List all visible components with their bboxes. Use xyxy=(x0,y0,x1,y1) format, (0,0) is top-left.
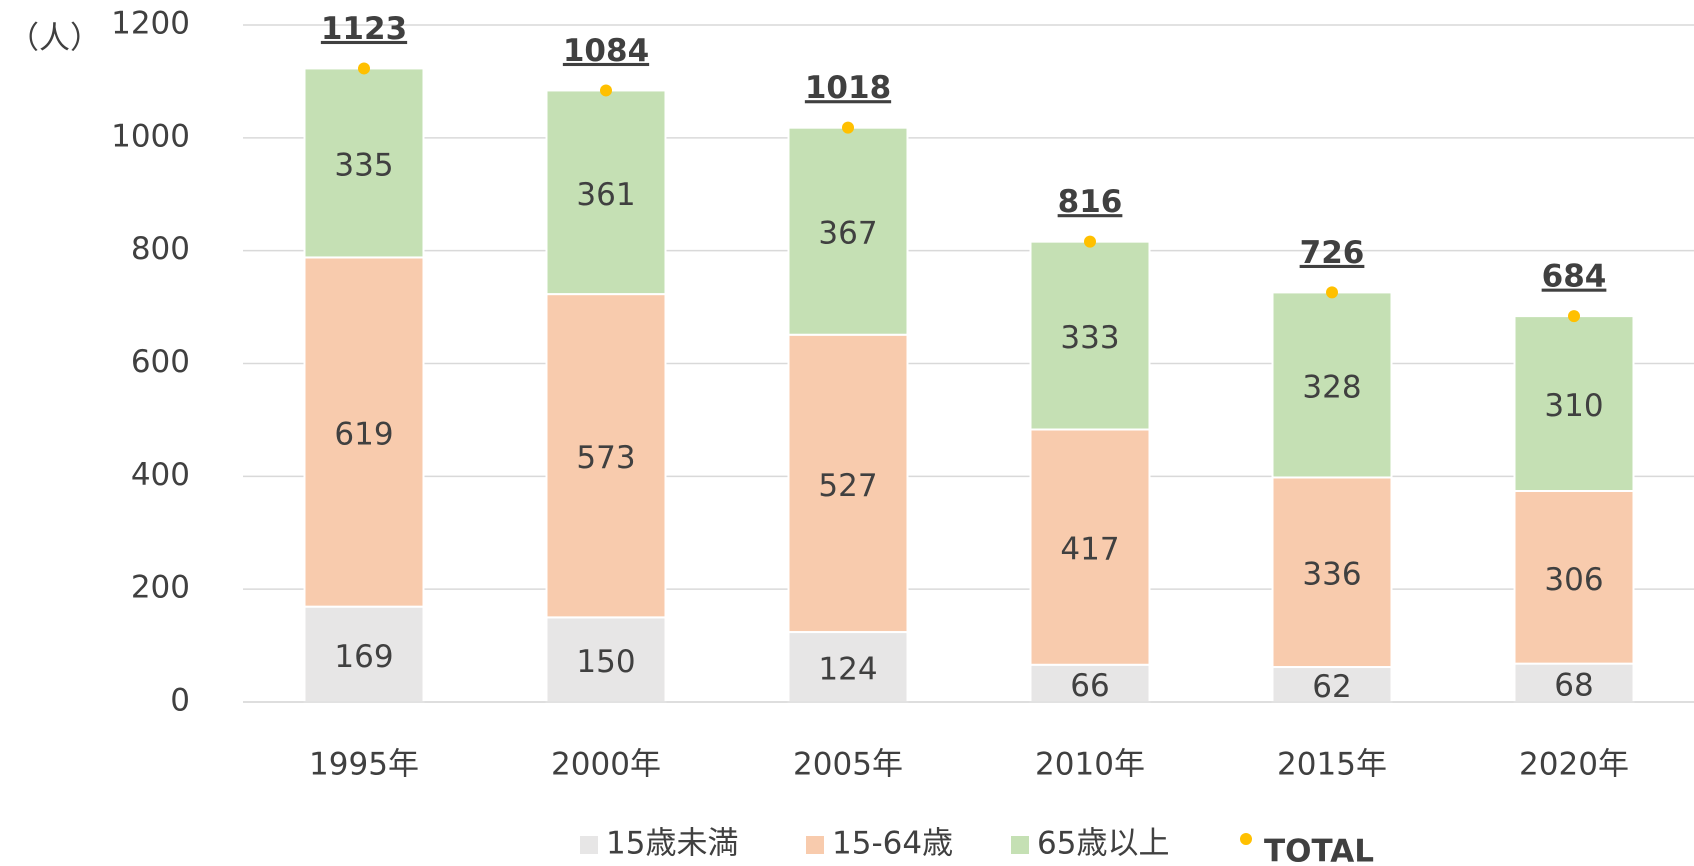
data-label: 333 xyxy=(1060,320,1119,356)
total-label: 726 xyxy=(1300,235,1365,271)
x-tick-label: 2010年 xyxy=(1035,747,1145,783)
bar-segment xyxy=(1271,476,1393,669)
bar-segment xyxy=(1513,662,1635,703)
y-tick-label: 400 xyxy=(131,457,190,493)
data-label: 328 xyxy=(1302,369,1361,405)
data-label: 336 xyxy=(1302,557,1361,593)
legend-label: 15-64歳 xyxy=(832,826,953,862)
total-marker xyxy=(842,121,854,134)
x-tick-label: 1995年 xyxy=(309,747,419,783)
data-label: 417 xyxy=(1060,532,1119,568)
bar-segment xyxy=(1029,663,1151,704)
data-label: 361 xyxy=(576,177,635,213)
x-tick-label: 2015年 xyxy=(1277,747,1387,783)
data-label: 310 xyxy=(1544,388,1603,424)
data-label: 367 xyxy=(818,216,877,252)
legend-marker xyxy=(1240,833,1252,845)
data-label: 619 xyxy=(334,417,393,453)
data-label: 169 xyxy=(334,639,393,675)
bar-segment xyxy=(1029,240,1151,431)
x-tick-label: 2000年 xyxy=(551,747,661,783)
bar-segment xyxy=(787,126,909,336)
data-label: 62 xyxy=(1312,669,1351,705)
bar-segment xyxy=(1029,428,1151,666)
bar-segment xyxy=(1513,315,1635,493)
bar-segment xyxy=(303,256,425,608)
y-tick-label: 1200 xyxy=(111,6,190,42)
y-tick-label: 200 xyxy=(131,570,190,606)
total-label: 816 xyxy=(1058,184,1123,220)
data-label: 573 xyxy=(576,440,635,476)
bar-segment xyxy=(545,616,667,703)
total-label: 1084 xyxy=(563,33,649,69)
bar-segment xyxy=(1513,490,1635,665)
total-marker xyxy=(1568,310,1580,323)
y-tick-label: 0 xyxy=(170,683,190,719)
data-label: 306 xyxy=(1544,562,1603,598)
x-tick-label: 2020年 xyxy=(1519,747,1629,783)
total-marker xyxy=(1326,286,1338,299)
legend-swatch xyxy=(806,836,824,854)
bar-segment xyxy=(1271,291,1393,479)
data-label: 66 xyxy=(1070,668,1109,704)
data-label: 124 xyxy=(818,652,877,688)
y-tick-label: 800 xyxy=(131,231,190,267)
bar-segment xyxy=(545,293,667,619)
total-label: 1123 xyxy=(321,11,407,47)
y-axis-label: （人） xyxy=(8,21,101,57)
bar-segment xyxy=(787,631,909,703)
legend-label: TOTAL xyxy=(1264,834,1374,866)
legend-swatch xyxy=(580,836,598,854)
legend-label: 65歳以上 xyxy=(1037,826,1169,862)
legend-label: 15歳未満 xyxy=(606,826,738,862)
x-tick-label: 2005年 xyxy=(793,747,903,783)
data-label: 150 xyxy=(576,644,635,680)
legend-swatch xyxy=(1011,836,1029,854)
y-tick-label: 600 xyxy=(131,344,190,380)
bar-segment xyxy=(545,89,667,296)
data-label: 68 xyxy=(1554,667,1593,703)
data-label: 335 xyxy=(334,147,393,183)
total-marker xyxy=(600,84,612,97)
total-label: 684 xyxy=(1542,259,1607,295)
total-marker xyxy=(1084,235,1096,248)
bar-segment xyxy=(787,333,909,634)
bar-segment xyxy=(303,67,425,259)
data-label: 527 xyxy=(818,468,877,504)
total-label: 1018 xyxy=(805,70,891,106)
y-tick-label: 1000 xyxy=(111,118,190,154)
total-marker xyxy=(358,62,370,75)
